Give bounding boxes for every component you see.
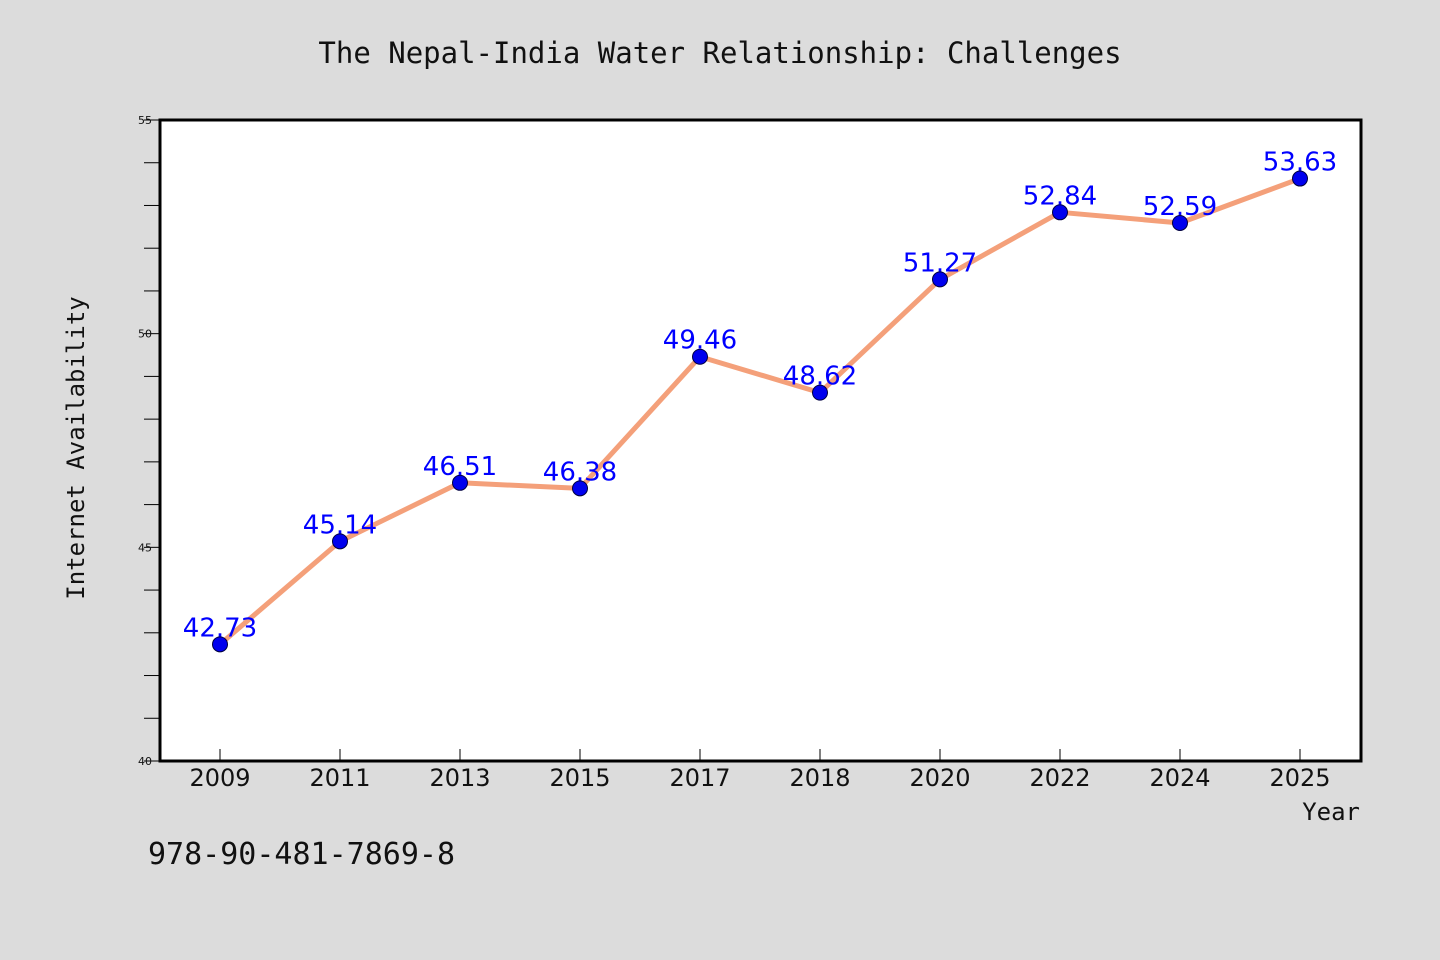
chart-title: The Nepal-India Water Relationship: Chal…: [318, 36, 1121, 70]
data-labels: 42.73 45.14 46.51 46.38 49.46 48.62 51.27 52.84…: [183, 148, 1337, 644]
y-tick-label: 40: [138, 755, 152, 768]
x-tick-label: 2013: [429, 764, 490, 792]
data-label: 46.38: [543, 457, 617, 487]
data-point: [212, 636, 228, 653]
data-point: [572, 480, 588, 497]
data-label: 53.63: [1263, 148, 1337, 178]
y-tick-label: 55: [138, 114, 152, 127]
x-tick-label: 2015: [549, 764, 610, 792]
data-point: [1292, 170, 1308, 187]
y-axis-title: Internet Availability: [62, 296, 90, 599]
data-label: 52.84: [1023, 181, 1097, 211]
data-point: [332, 533, 348, 550]
series-line: [218, 176, 1301, 647]
data-label: 49.46: [663, 326, 737, 356]
data-label: 45.14: [303, 510, 377, 540]
data-point: [812, 384, 828, 401]
y-axis: 40 45 50 55: [138, 114, 160, 768]
y-tick-label: 50: [138, 328, 152, 341]
data-label: 51.27: [903, 248, 977, 278]
x-tick-label: 2024: [1149, 764, 1210, 792]
x-tick-label: 2020: [909, 764, 970, 792]
x-tick-label: 2018: [789, 764, 850, 792]
data-point: [932, 271, 948, 288]
x-tick-label: 2011: [309, 764, 370, 792]
data-points: [212, 170, 1308, 653]
data-label: 52.59: [1143, 192, 1217, 222]
data-label: 42.73: [183, 613, 257, 643]
data-point: [1052, 204, 1068, 221]
y-tick-label: 45: [138, 541, 152, 554]
x-tick-label: 2022: [1029, 764, 1090, 792]
x-tick-label: 2009: [189, 764, 250, 792]
data-point: [692, 348, 708, 365]
caption-text: 978-90-481-7869-8: [148, 837, 455, 872]
data-label: 48.62: [783, 362, 857, 392]
x-axis-title: Year: [1302, 798, 1360, 826]
x-tick-label: 2025: [1269, 764, 1330, 792]
x-tick-label: 2017: [669, 764, 730, 792]
data-label: 46.51: [423, 452, 497, 482]
plot-area: [158, 118, 1363, 763]
data-point: [1172, 214, 1188, 231]
x-axis: 2009 2011 2013 2015 2017 2018 2020 2022 2024 2025: [189, 749, 1331, 792]
data-point: [452, 474, 468, 491]
